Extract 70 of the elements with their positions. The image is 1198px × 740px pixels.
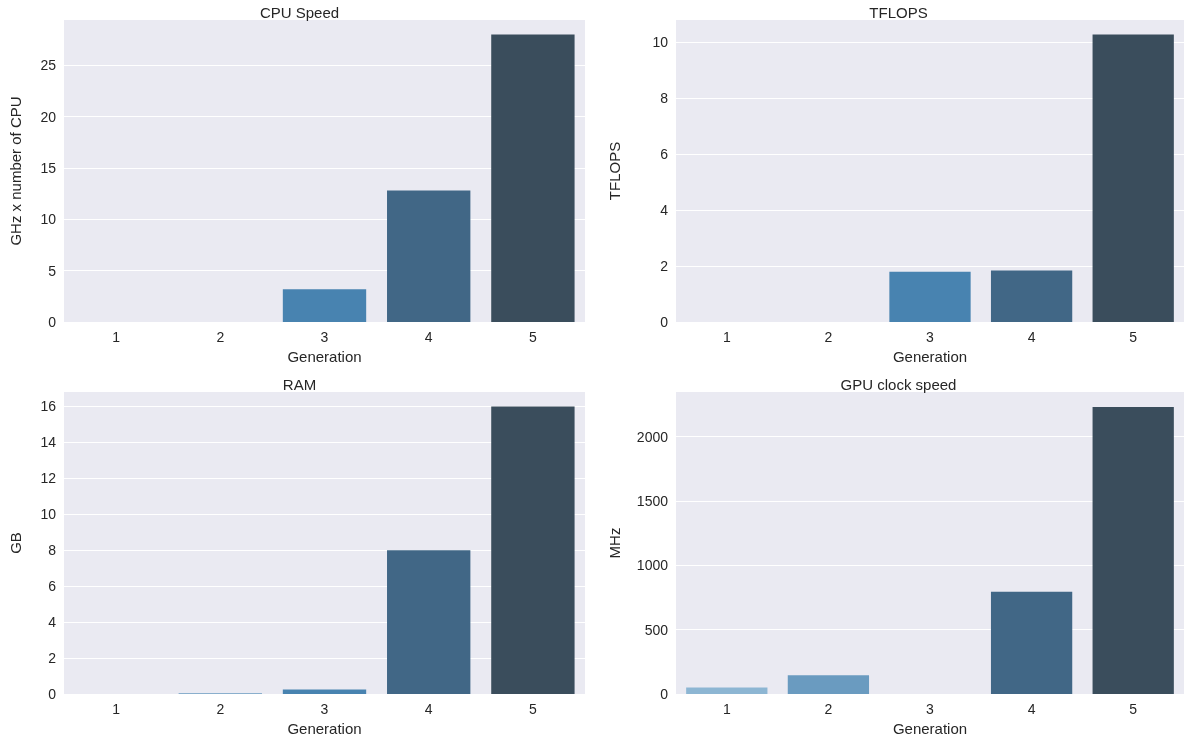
- chart-title: RAM: [282, 376, 317, 393]
- x-tick-label: 1: [722, 329, 731, 345]
- y-axis-title: GHz x number of CPU: [7, 96, 24, 246]
- y-tick-label: 5: [48, 262, 57, 279]
- y-tick-label: 10: [40, 211, 57, 228]
- y-tick-label: 25: [40, 57, 57, 74]
- bar: [491, 34, 575, 322]
- y-axis-title: MHz: [606, 527, 623, 559]
- y-tick-label: 16: [40, 398, 57, 415]
- y-tick-label: 2: [48, 650, 57, 667]
- y-tick-label: 6: [48, 578, 57, 595]
- x-axis-title: Generation: [892, 347, 968, 365]
- y-tick-label: 500: [644, 621, 669, 638]
- bar: [282, 289, 367, 322]
- x-tick-label: 4: [424, 329, 433, 345]
- y-tick-label: 20: [40, 108, 57, 125]
- bar: [387, 190, 471, 322]
- y-tick-label: 1000: [636, 557, 669, 574]
- y-tick-label: 0: [660, 314, 669, 330]
- bar: [686, 687, 768, 694]
- y-tick-label: 4: [48, 614, 57, 631]
- x-tick-label: 3: [320, 701, 329, 717]
- y-tick-label: 15: [40, 159, 57, 176]
- x-tick-label: 3: [926, 329, 935, 345]
- y-tick-label: 12: [40, 470, 57, 487]
- y-tick-label: 10: [40, 506, 57, 523]
- bar: [990, 270, 1073, 322]
- y-tick-label: 0: [48, 314, 57, 330]
- bar: [1092, 34, 1174, 322]
- x-tick-label: 3: [320, 329, 329, 345]
- bar: [491, 406, 575, 694]
- x-tick-label: 2: [216, 329, 225, 345]
- chart-title: TFLOPS: [869, 4, 928, 21]
- x-tick-label: 4: [1027, 329, 1036, 345]
- x-tick-label: 2: [216, 701, 225, 717]
- y-tick-label: 1500: [636, 492, 669, 509]
- chart-title: CPU Speed: [259, 4, 340, 21]
- x-tick-label: 4: [424, 701, 433, 717]
- y-tick-label: 14: [40, 434, 57, 451]
- y-tick-label: 2000: [636, 428, 669, 445]
- y-tick-label: 0: [660, 686, 669, 702]
- x-tick-label: 3: [926, 701, 935, 717]
- x-tick-label: 5: [529, 329, 537, 345]
- x-tick-label: 2: [824, 701, 833, 717]
- y-tick-label: 2: [660, 258, 669, 275]
- x-tick-label: 5: [529, 701, 537, 717]
- bar: [990, 591, 1073, 694]
- bar: [787, 675, 870, 694]
- y-tick-label: 6: [660, 146, 669, 163]
- bar: [387, 550, 471, 694]
- bar: [1092, 406, 1174, 694]
- y-axis-title: TFLOPS: [606, 141, 623, 201]
- x-tick-label: 5: [1129, 329, 1138, 345]
- bar: [889, 271, 971, 322]
- chart-title: GPU clock speed: [840, 376, 957, 393]
- y-tick-label: 8: [48, 542, 57, 559]
- y-tick-label: 0: [48, 686, 57, 702]
- x-tick-label: 2: [824, 329, 833, 345]
- x-tick-label: 1: [112, 329, 121, 345]
- x-axis-title: Generation: [892, 719, 968, 737]
- y-tick-label: 10: [652, 34, 669, 51]
- x-axis-title: Generation: [287, 719, 362, 737]
- x-tick-label: 1: [722, 701, 731, 717]
- x-tick-label: 1: [112, 701, 121, 717]
- x-axis-title: Generation: [287, 347, 362, 365]
- x-tick-label: 4: [1027, 701, 1036, 717]
- y-tick-label: 8: [660, 90, 669, 107]
- x-tick-label: 5: [1129, 701, 1138, 717]
- y-axis-title: GB: [7, 532, 24, 554]
- y-tick-label: 4: [660, 202, 669, 219]
